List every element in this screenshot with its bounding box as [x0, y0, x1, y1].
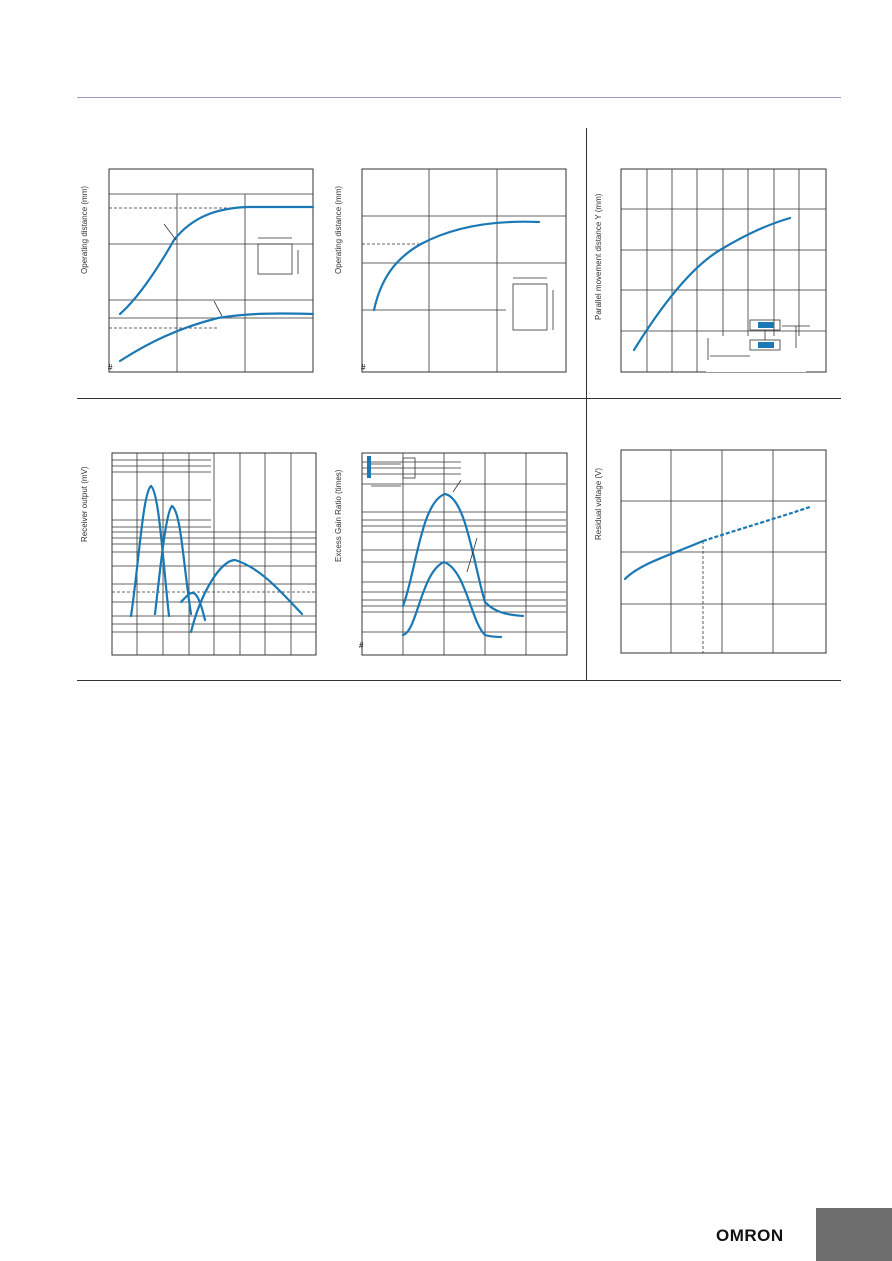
chart3 [620, 168, 827, 373]
horizontal-divider-bottom [77, 680, 841, 681]
horizontal-divider-middle [77, 398, 841, 399]
chart1-ylabel: Operating distance (mm) [80, 185, 89, 274]
chart1-mark: # [108, 363, 113, 372]
chart5-ylabel: Excess Gain Ratio (times) [334, 469, 343, 562]
chart2: # [361, 168, 567, 373]
chart3-ylabel: Parallel movement distance Y (mm) [594, 193, 603, 320]
chart6-ylabel: Residual voltage (V) [594, 467, 603, 540]
chart2-series-1 [372, 220, 541, 312]
vertical-divider-bottom [586, 398, 587, 680]
chart5-series-2 [401, 560, 503, 639]
chart1-series-1 [118, 205, 315, 316]
chart1: # [108, 168, 315, 373]
chart4-series-3 [189, 558, 304, 634]
chart6-series-1 [623, 539, 705, 581]
chart4-series-1 [129, 484, 171, 618]
header-rule [77, 97, 841, 98]
chart2-mark: # [361, 363, 366, 372]
vertical-divider-top [586, 128, 587, 398]
chart6 [620, 449, 827, 654]
chart3-series-1 [632, 216, 792, 352]
omron-logo: OMRON [716, 1226, 784, 1245]
chart4 [111, 452, 317, 656]
page-tab [816, 1208, 892, 1261]
chart1-series-2 [118, 312, 315, 363]
chart2-ylabel: Operating distance (mm) [334, 185, 343, 274]
chart5: # [359, 452, 568, 656]
chart5-series-1 [401, 492, 525, 618]
chart4-ylabel: Receiver output (mV) [80, 466, 89, 542]
chart4-series-4 [179, 591, 207, 622]
chart5-mark: # [359, 641, 364, 650]
chart6-series-1-extension [702, 505, 811, 543]
chart4-series-2 [153, 504, 193, 616]
